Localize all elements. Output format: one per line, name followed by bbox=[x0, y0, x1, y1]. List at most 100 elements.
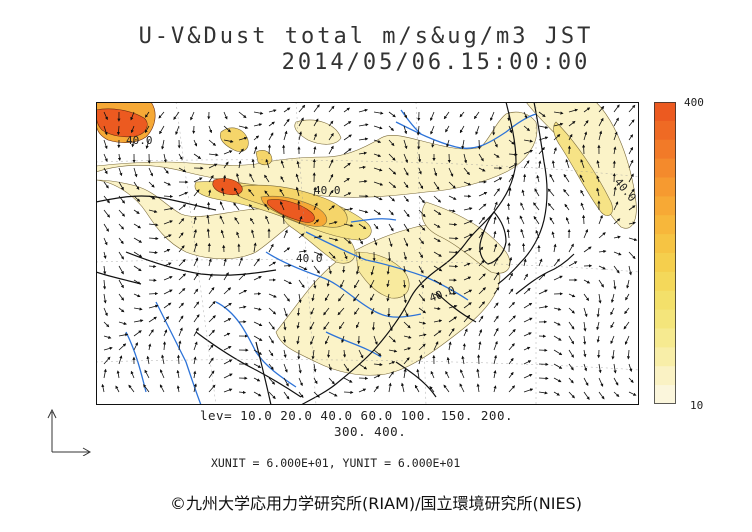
wind-arrow bbox=[264, 203, 270, 211]
wind-arrow bbox=[523, 111, 528, 119]
wind-arrow bbox=[553, 349, 563, 356]
wind-arrow bbox=[313, 251, 324, 256]
wind-arrow bbox=[133, 330, 142, 337]
wind-arrow bbox=[493, 385, 497, 393]
wind-arrow bbox=[403, 321, 411, 329]
wind-arrow bbox=[280, 160, 285, 169]
wind-arrow bbox=[508, 187, 512, 197]
wind-arrow bbox=[568, 261, 578, 267]
wind-arrow bbox=[386, 293, 390, 302]
wind-arrow bbox=[403, 368, 407, 379]
wind-arrow bbox=[115, 385, 120, 393]
color-scale-cell bbox=[654, 385, 676, 404]
wind-arrow bbox=[493, 257, 499, 267]
wind-arrow bbox=[103, 307, 108, 317]
wind-arrow bbox=[583, 363, 588, 372]
wind-arrow bbox=[628, 104, 636, 113]
wind-arrow bbox=[118, 251, 124, 260]
wind-arrow bbox=[460, 369, 465, 379]
wind-arrow bbox=[547, 188, 555, 197]
wind-arrow bbox=[208, 258, 212, 267]
contour-label: 40.0 bbox=[296, 252, 323, 265]
wind-arrow bbox=[178, 258, 186, 267]
wind-arrow bbox=[610, 293, 615, 303]
wind-arrow bbox=[283, 293, 290, 302]
wind-arrow bbox=[268, 321, 275, 330]
wind-arrow bbox=[613, 377, 619, 386]
wind-arrow bbox=[478, 315, 484, 323]
contour-label: 40.0 bbox=[314, 184, 341, 197]
wind-arrow bbox=[418, 195, 425, 204]
wind-arrow bbox=[553, 377, 562, 383]
wind-arrow bbox=[223, 388, 233, 393]
wind-arrow bbox=[459, 125, 465, 134]
wind-arrow bbox=[388, 181, 397, 189]
wind-arrow bbox=[313, 279, 317, 289]
wind-arrow bbox=[462, 343, 466, 351]
wind-arrow bbox=[373, 153, 382, 157]
wind-arrow bbox=[163, 181, 172, 186]
contour-levels-line2: 300. 400. bbox=[334, 424, 407, 439]
wind-arrow bbox=[328, 251, 336, 259]
wind-arrow bbox=[328, 363, 332, 371]
wind-arrow bbox=[446, 139, 450, 148]
wind-arrow bbox=[173, 111, 180, 120]
wind-arrow bbox=[553, 147, 557, 155]
wind-arrow bbox=[549, 173, 555, 183]
wind-arrow bbox=[103, 209, 110, 218]
wind-arrow bbox=[283, 391, 290, 400]
wind-arrow bbox=[523, 346, 531, 351]
wind-arrow bbox=[193, 139, 198, 147]
color-scale-max: 400 bbox=[684, 96, 704, 109]
wind-arrow bbox=[163, 329, 168, 337]
wind-arrow bbox=[178, 245, 185, 253]
wind-arrow bbox=[628, 119, 635, 127]
wind-arrow bbox=[553, 335, 562, 341]
wind-arrow bbox=[102, 279, 107, 290]
wind-arrow bbox=[298, 249, 307, 253]
wind-arrow bbox=[388, 335, 396, 343]
wind-arrow bbox=[628, 251, 636, 260]
wind-arrow bbox=[490, 111, 495, 122]
wind-arrow bbox=[493, 370, 497, 379]
wind-arrow bbox=[193, 288, 199, 295]
color-scale-cell bbox=[654, 328, 676, 348]
wind-arrow bbox=[475, 125, 480, 136]
wind-arrow bbox=[103, 139, 108, 150]
wind-arrow bbox=[613, 235, 621, 239]
wind-arrow bbox=[613, 391, 620, 398]
wind-arrow bbox=[133, 279, 141, 285]
wind-arrow bbox=[418, 321, 427, 325]
wind-arrow bbox=[414, 384, 420, 393]
wind-arrow bbox=[223, 346, 232, 351]
wind-arrow bbox=[433, 181, 440, 191]
wind-arrow bbox=[628, 188, 635, 197]
wind-arrow bbox=[103, 293, 107, 304]
wind-arrow bbox=[538, 136, 549, 141]
wind-arrow bbox=[343, 148, 352, 155]
wind-arrow bbox=[553, 243, 557, 253]
wind-arrow bbox=[282, 335, 287, 343]
wind-arrow bbox=[568, 293, 576, 298]
color-scale-cell bbox=[654, 177, 676, 197]
wind-arrow bbox=[418, 333, 427, 337]
wind-arrow bbox=[568, 377, 574, 384]
wind-arrow bbox=[118, 209, 126, 217]
wind-arrow bbox=[388, 139, 395, 147]
wind-arrow bbox=[418, 167, 422, 175]
wind-arrow bbox=[538, 146, 545, 155]
wind-arrow bbox=[493, 302, 499, 309]
wind-arrow bbox=[283, 107, 291, 113]
wind-arrow bbox=[583, 321, 587, 332]
wind-arrow bbox=[433, 279, 443, 285]
wind-arrow bbox=[583, 279, 591, 284]
wind-arrow bbox=[280, 176, 285, 183]
wind-arrow bbox=[103, 265, 107, 275]
wind-arrow bbox=[238, 390, 247, 395]
wind-arrow bbox=[327, 349, 331, 358]
wind-arrow bbox=[523, 317, 533, 323]
wind-arrow bbox=[373, 385, 379, 393]
wind-arrow bbox=[551, 231, 555, 239]
wind-arrow bbox=[448, 167, 454, 177]
contour-levels-line1: lev= 10.0 20.0 40.0 60.0 100. 150. 200. bbox=[200, 408, 513, 423]
